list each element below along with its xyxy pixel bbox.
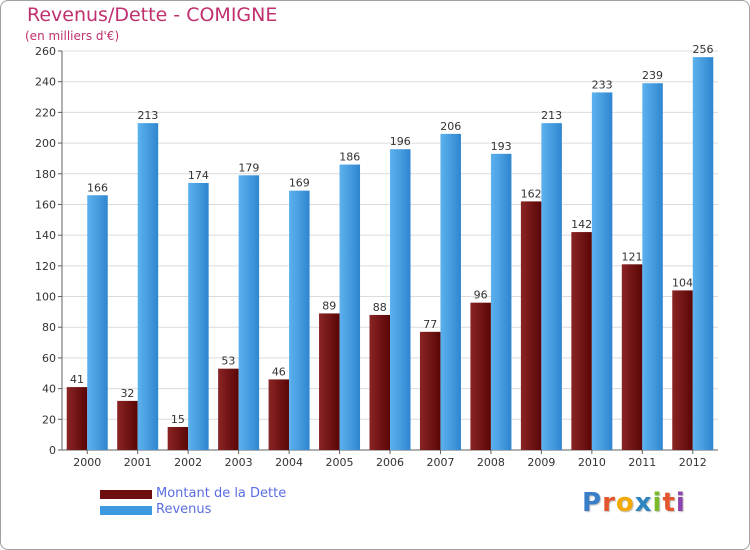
data-label-dette-2000: 41 (70, 373, 84, 386)
y-tick-label: 220 (35, 106, 56, 119)
data-label-dette-2004: 46 (272, 365, 286, 378)
data-label-dette-2012: 104 (672, 276, 693, 289)
y-tick-label: 40 (42, 383, 56, 396)
y-tick-label: 160 (35, 198, 56, 211)
bar-revenus-2003 (238, 175, 260, 451)
bar-dette-2006 (369, 314, 390, 450)
data-label-revenus-2012: 256 (693, 43, 714, 56)
y-tick-label: 0 (49, 444, 56, 457)
data-label-revenus-2004: 169 (289, 177, 310, 190)
y-tick-label: 140 (35, 229, 56, 242)
data-label-dette-2005: 89 (322, 299, 336, 312)
x-tick-label-2011: 2011 (628, 456, 656, 469)
data-label-revenus-2005: 186 (339, 151, 360, 164)
bar-revenus-2002 (188, 182, 209, 450)
data-label-dette-2007: 77 (423, 318, 437, 331)
logo-letter-3: x (634, 488, 653, 518)
data-label-revenus-2008: 193 (491, 140, 512, 153)
data-label-revenus-2002: 174 (188, 169, 209, 182)
bar-revenus-2009 (541, 123, 562, 450)
proxiti-logo: Proxiti (582, 488, 686, 518)
y-tick-label: 120 (35, 260, 56, 273)
x-tick-label-2001: 2001 (124, 456, 152, 469)
bar-revenus-2000 (87, 195, 108, 450)
bar-revenus-2010 (591, 92, 613, 450)
bar-dette-2001 (117, 400, 138, 450)
chart-subtitle: (en milliers d'€) (25, 29, 120, 43)
x-tick-label-2009: 2009 (527, 456, 555, 469)
y-tick-label: 200 (35, 137, 56, 150)
bar-revenus-2011 (642, 83, 663, 450)
bar-revenus-2007 (440, 133, 461, 450)
data-label-dette-2009: 162 (521, 187, 542, 200)
data-label-revenus-2011: 239 (642, 69, 663, 82)
bar-dette-2012 (672, 290, 693, 450)
bar-dette-2005 (319, 313, 340, 450)
x-tick-label-2008: 2008 (477, 456, 505, 469)
y-tick-label: 80 (42, 321, 56, 334)
logo-letter-4: i (652, 488, 663, 518)
bar-revenus-2005 (339, 164, 361, 451)
y-tick-label: 60 (42, 352, 56, 365)
bar-dette-2000 (66, 387, 88, 450)
data-label-revenus-2003: 179 (238, 161, 259, 174)
bar-dette-2011 (621, 264, 643, 450)
data-label-dette-2002: 15 (171, 413, 185, 426)
logo-letter-1: r (602, 488, 616, 518)
y-tick-label: 260 (35, 45, 56, 58)
bar-revenus-2004 (289, 190, 310, 450)
data-label-dette-2010: 142 (571, 218, 592, 231)
bar-dette-2007 (419, 331, 441, 450)
data-label-dette-2003: 53 (221, 355, 235, 368)
legend-label-revenus: Revenus (156, 502, 212, 517)
x-tick-label-2000: 2000 (73, 456, 101, 469)
bar-revenus-2012 (692, 57, 714, 451)
x-tick-label-2005: 2005 (326, 456, 354, 469)
bar-dette-2010 (571, 232, 592, 450)
bar-revenus-2006 (390, 149, 411, 450)
y-tick-label: 180 (35, 168, 56, 181)
x-tick-label-2010: 2010 (578, 456, 606, 469)
logo-letter-0: P (582, 488, 603, 518)
data-label-dette-2011: 121 (622, 250, 643, 263)
data-label-dette-2001: 32 (120, 387, 134, 400)
bar-dette-2002 (167, 426, 189, 450)
bar-dette-2009 (520, 201, 542, 450)
bar-dette-2008 (470, 302, 491, 450)
x-tick-label-2006: 2006 (376, 456, 404, 469)
data-label-dette-2008: 96 (474, 289, 488, 302)
x-tick-label-2002: 2002 (174, 456, 202, 469)
logo-letter-2: o (615, 488, 635, 518)
x-tick-label-2007: 2007 (426, 456, 454, 469)
x-tick-label-2003: 2003 (225, 456, 253, 469)
legend-swatch-revenus (100, 506, 152, 515)
x-tick-label-2012: 2012 (679, 456, 707, 469)
bar-revenus-2001 (137, 123, 159, 450)
logo-letter-5: t (662, 488, 676, 518)
data-label-revenus-2010: 233 (592, 78, 613, 91)
bar-revenus-2008 (490, 153, 512, 451)
logo-letter-6: i (675, 488, 686, 518)
bar-dette-2004 (268, 379, 290, 450)
y-tick-label: 20 (42, 413, 56, 426)
data-label-dette-2006: 88 (373, 301, 387, 314)
legend-swatch-dette (100, 490, 152, 499)
bar-dette-2003 (218, 368, 239, 450)
data-label-revenus-2009: 213 (541, 109, 562, 122)
data-label-revenus-2000: 166 (87, 181, 108, 194)
y-tick-label: 240 (35, 76, 56, 89)
chart-title: Revenus/Dette - COMIGNE (27, 4, 278, 26)
data-label-revenus-2001: 213 (137, 109, 158, 122)
data-label-revenus-2006: 196 (390, 135, 411, 148)
data-label-revenus-2007: 206 (440, 120, 461, 133)
y-tick-label: 100 (35, 291, 56, 304)
x-tick-label-2004: 2004 (275, 456, 303, 469)
legend-label-dette: Montant de la Dette (156, 486, 287, 501)
